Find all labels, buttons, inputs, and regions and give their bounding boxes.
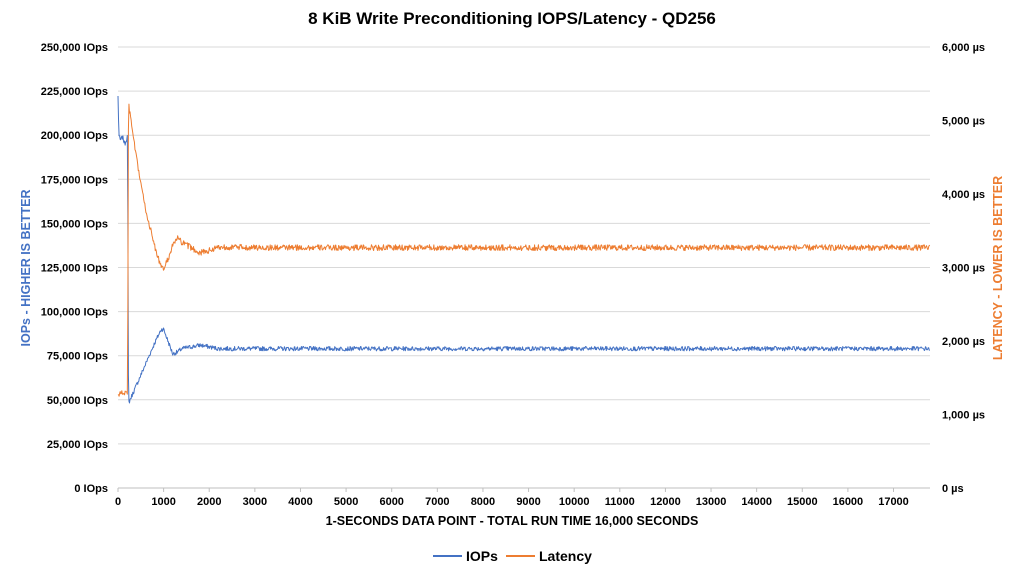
x-tick-label: 0 — [115, 496, 121, 508]
y-right-tick-label: 0 µs — [942, 483, 964, 495]
y-left-tick-label: 225,000 IOps — [41, 86, 108, 98]
x-tick-label: 5000 — [334, 496, 358, 508]
y-left-tick-label: 100,000 IOps — [41, 307, 108, 319]
y-left-tick-label: 25,000 IOps — [47, 439, 108, 451]
x-tick-label: 9000 — [516, 496, 540, 508]
x-tick-label: 12000 — [650, 496, 681, 508]
y-right-tick-label: 3,000 µs — [942, 263, 985, 275]
x-tick-label: 1000 — [151, 496, 175, 508]
legend-label-iops: IOPs — [466, 548, 498, 564]
right-axis-label: LATENCY - LOWER IS BETTER — [991, 176, 1005, 360]
x-tick-label: 4000 — [288, 496, 312, 508]
x-tick-label: 7000 — [425, 496, 449, 508]
gridlines — [118, 46, 930, 489]
y-left-tick-label: 200,000 IOps — [41, 130, 108, 142]
y-right-tick-label: 1,000 µs — [942, 410, 985, 422]
x-tick-label: 11000 — [605, 496, 635, 508]
chart-title: 8 KiB Write Preconditioning IOPS/Latency… — [308, 9, 716, 28]
y-left-tick-label: 250,000 IOps — [41, 42, 108, 54]
x-tick-label: 8000 — [471, 496, 495, 508]
legend-label-latency: Latency — [539, 548, 592, 564]
x-tick-label: 13000 — [696, 496, 727, 508]
y-left-tick-label: 150,000 IOps — [41, 218, 108, 230]
legend: IOPs Latency — [433, 548, 592, 564]
y-right-tick-label: 6,000 µs — [942, 42, 985, 54]
left-axis-ticks: 0 IOps 25,000 IOps 50,000 IOps 75,000 IOps 1… — [41, 42, 108, 495]
x-tick-label: 6000 — [379, 496, 403, 508]
y-right-tick-label: 4,000 µs — [942, 189, 985, 201]
x-tick-label: 14000 — [741, 496, 772, 508]
right-axis-ticks: 0 µs 1,000 µs 2,000 µs 3,000 µs 4,000 µs 5,00… — [942, 42, 985, 495]
y-left-tick-label: 0 IOps — [74, 483, 108, 495]
y-right-tick-label: 2,000 µs — [942, 336, 985, 348]
series-lines — [117, 95, 931, 404]
series-line-iops — [117, 95, 930, 404]
y-left-tick-label: 50,000 IOps — [47, 395, 108, 407]
y-left-tick-label: 175,000 IOps — [41, 174, 108, 186]
x-axis-ticks: 0 1000 2000 3000 4000 5000 6000 7000 8000 9000 100… — [115, 488, 909, 508]
x-tick-label: 17000 — [878, 496, 909, 508]
x-tick-label: 2000 — [197, 496, 221, 508]
y-right-tick-label: 5,000 µs — [942, 116, 985, 128]
x-tick-label: 3000 — [243, 496, 267, 508]
y-left-tick-label: 75,000 IOps — [47, 351, 108, 363]
x-tick-label: 15000 — [787, 496, 818, 508]
y-left-tick-label: 125,000 IOps — [41, 263, 108, 275]
left-axis-label: IOPs - HIGHER IS BETTER — [19, 190, 33, 347]
x-tick-label: 10000 — [559, 496, 590, 508]
x-axis-label: 1-SECONDS DATA POINT - TOTAL RUN TIME 16… — [326, 514, 699, 528]
series-line-latency — [117, 103, 931, 397]
x-tick-label: 16000 — [833, 496, 864, 508]
